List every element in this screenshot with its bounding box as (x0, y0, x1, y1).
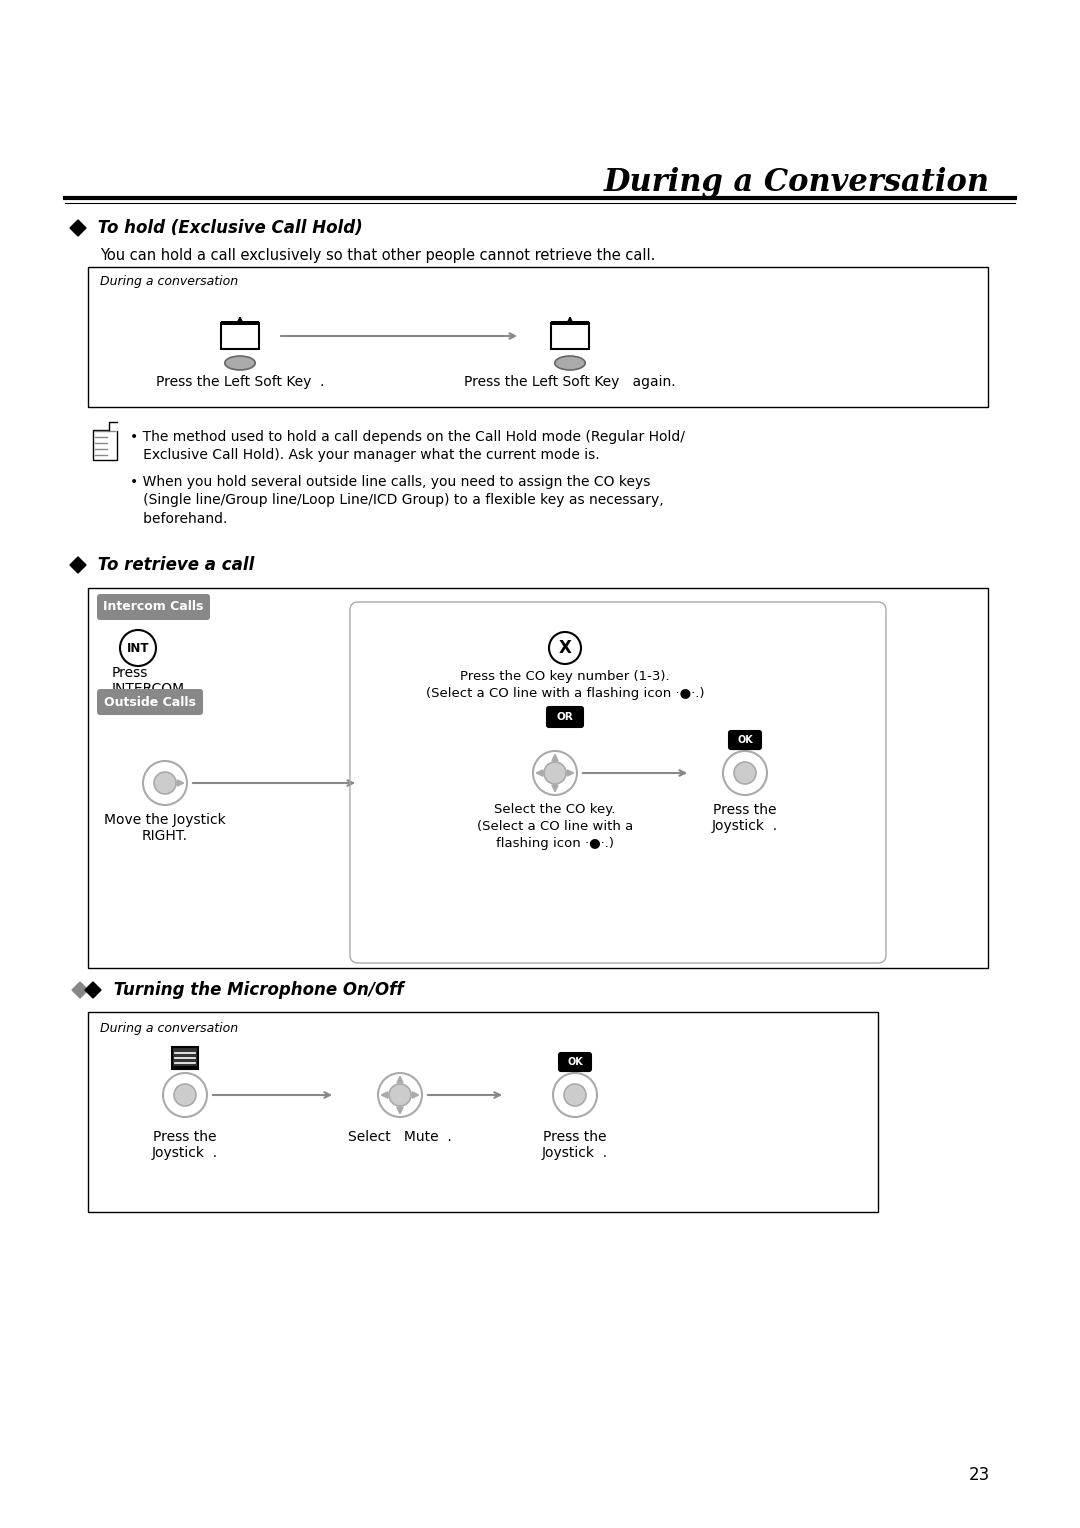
Circle shape (723, 750, 767, 795)
FancyBboxPatch shape (729, 730, 761, 749)
Bar (551, 322, 589, 348)
Bar (172, 1047, 198, 1067)
Polygon shape (177, 779, 184, 785)
Text: Move the Joystick
RIGHT.: Move the Joystick RIGHT. (104, 813, 226, 843)
Text: Press the Left Soft Key  .: Press the Left Soft Key . (156, 374, 324, 390)
Text: Outside Calls: Outside Calls (104, 695, 195, 709)
Text: 23: 23 (969, 1465, 990, 1484)
Polygon shape (397, 1076, 403, 1083)
Text: Turning the Microphone On/Off: Turning the Microphone On/Off (108, 981, 404, 999)
Circle shape (553, 1073, 597, 1117)
Ellipse shape (225, 356, 255, 370)
Circle shape (564, 1083, 586, 1106)
Circle shape (734, 762, 756, 784)
Polygon shape (397, 1108, 403, 1114)
Circle shape (378, 1073, 422, 1117)
FancyBboxPatch shape (97, 689, 203, 715)
Circle shape (174, 1083, 195, 1106)
Ellipse shape (555, 356, 585, 370)
Polygon shape (70, 220, 86, 235)
Bar (221, 321, 259, 325)
Text: • When you hold several outside line calls, you need to assign the CO keys
   (S: • When you hold several outside line cal… (130, 475, 663, 526)
Text: Press the
Joystick  .: Press the Joystick . (152, 1131, 218, 1160)
Text: Select the CO key.
(Select a CO line with a
flashing icon ·●·.): Select the CO key. (Select a CO line wit… (477, 804, 633, 850)
Text: OR: OR (556, 712, 573, 723)
Text: X: X (558, 639, 571, 657)
Text: OK: OK (567, 1057, 583, 1067)
FancyBboxPatch shape (97, 594, 210, 620)
FancyBboxPatch shape (559, 1053, 591, 1071)
Circle shape (154, 772, 176, 795)
Text: You can hold a call exclusively so that other people cannot retrieve the call.: You can hold a call exclusively so that … (100, 248, 656, 263)
Text: • The method used to hold a call depends on the Call Hold mode (Regular Hold/
  : • The method used to hold a call depends… (130, 429, 685, 463)
Polygon shape (70, 558, 86, 573)
Text: To retrieve a call: To retrieve a call (92, 556, 255, 575)
Bar (87, 1012, 878, 1212)
Circle shape (544, 762, 566, 784)
Polygon shape (413, 1093, 419, 1099)
Bar (551, 321, 589, 325)
Bar (87, 267, 988, 406)
Text: Press the
Joystick  .: Press the Joystick . (712, 804, 778, 833)
Text: Select   Mute  .: Select Mute . (348, 1131, 451, 1144)
Text: Press
INTERCOM.: Press INTERCOM. (112, 666, 189, 697)
Text: To hold (Exclusive Call Hold): To hold (Exclusive Call Hold) (92, 219, 363, 237)
Bar (93, 429, 117, 460)
Circle shape (143, 761, 187, 805)
FancyBboxPatch shape (546, 707, 583, 727)
Polygon shape (552, 785, 558, 792)
Text: INT: INT (126, 642, 149, 654)
Polygon shape (537, 770, 543, 776)
Circle shape (389, 1083, 411, 1106)
Text: During a conversation: During a conversation (100, 275, 238, 287)
Text: During a conversation: During a conversation (100, 1022, 238, 1034)
Polygon shape (109, 422, 117, 429)
Text: Press the CO key number (1-3).
(Select a CO line with a flashing icon ·●·.): Press the CO key number (1-3). (Select a… (426, 669, 704, 700)
Text: Press the Left Soft Key   again.: Press the Left Soft Key again. (464, 374, 676, 390)
Bar (221, 322, 259, 348)
Polygon shape (72, 983, 87, 998)
Polygon shape (552, 755, 558, 761)
Text: Intercom Calls: Intercom Calls (104, 601, 204, 614)
Circle shape (534, 750, 577, 795)
Circle shape (163, 1073, 207, 1117)
Text: Press the
Joystick  .: Press the Joystick . (542, 1131, 608, 1160)
Text: OK: OK (738, 735, 753, 746)
Polygon shape (381, 1093, 388, 1099)
Bar (87, 588, 988, 969)
Polygon shape (567, 770, 573, 776)
Polygon shape (85, 983, 102, 998)
Circle shape (120, 630, 156, 666)
Circle shape (549, 633, 581, 665)
Text: During a Conversation: During a Conversation (604, 168, 990, 199)
